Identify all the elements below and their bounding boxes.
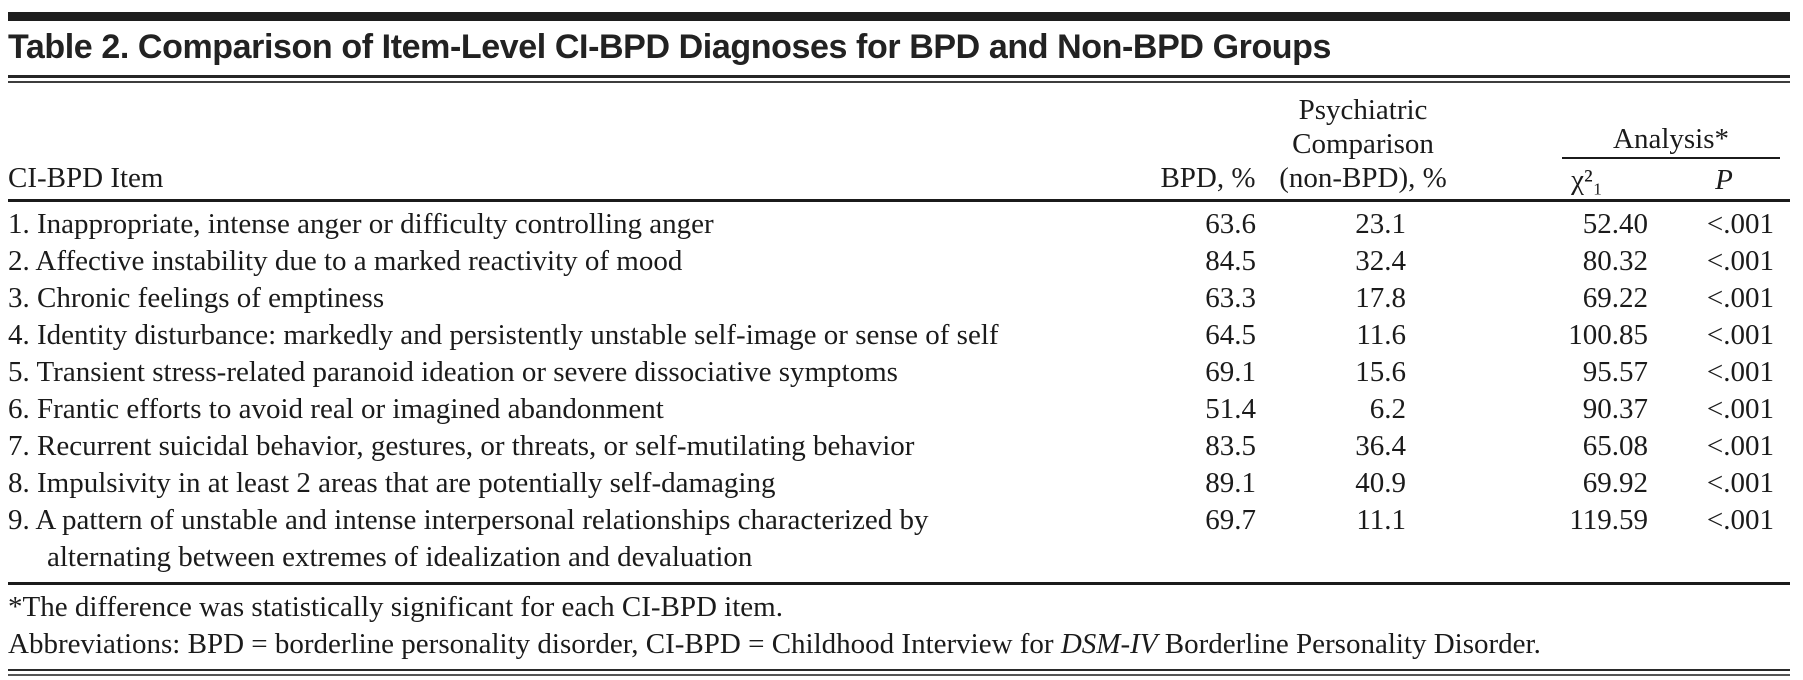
col-header-analysis-group: Analysis* χ²₁ P — [1458, 93, 1790, 202]
table-row: 9. A pattern of unstable and intense int… — [8, 502, 1790, 576]
p-value: <.001 — [1706, 467, 1774, 499]
table-row: 6. Frantic efforts to avoid real or imag… — [8, 391, 1790, 428]
chi-square-value: 95.57 — [1582, 356, 1648, 388]
non-bpd-pct-value: 11.1 — [1356, 504, 1406, 536]
bpd-pct-value: 89.1 — [1205, 467, 1256, 499]
table-row: 7. Recurrent suicidal behavior, gestures… — [8, 428, 1790, 465]
bpd-pct-value: 84.5 — [1205, 245, 1256, 277]
non-bpd-pct-value: 6.2 — [1369, 393, 1406, 425]
bpd-pct-value: 69.1 — [1205, 356, 1256, 388]
non-bpd-pct-value: 11.6 — [1356, 319, 1406, 351]
chi-square-value: 69.22 — [1582, 282, 1648, 314]
col-header-comparison-line1: Psychiatric — [1298, 94, 1428, 126]
ci-bpd-comparison-table: CI-BPD Item BPD, % Psychiatric Compariso… — [8, 93, 1790, 576]
p-value: <.001 — [1706, 430, 1774, 462]
p-value: <.001 — [1706, 356, 1774, 388]
table-row: 4. Identity disturbance: markedly and pe… — [8, 317, 1790, 354]
table-row: 5. Transient stress-related paranoid ide… — [8, 354, 1790, 391]
item-cell: 9. A pattern of unstable and intense int… — [8, 504, 929, 573]
header-row: CI-BPD Item BPD, % Psychiatric Compariso… — [8, 93, 1790, 202]
item-cell: 8. Impulsivity in at least 2 areas that … — [8, 467, 776, 499]
col-header-psychiatric-comparison: Psychiatric Comparison (non-BPD), % — [1268, 93, 1458, 202]
p-value: <.001 — [1706, 319, 1774, 351]
p-value: <.001 — [1706, 245, 1774, 277]
table-title: Table 2. Comparison of Item-Level CI-BPD… — [8, 28, 1332, 66]
chi-square-value: 80.32 — [1582, 245, 1648, 277]
footnote-significance: *The difference was statistically signif… — [8, 591, 783, 623]
table-row: 2. Affective instability due to a marked… — [8, 243, 1790, 280]
chi-square-value: 65.08 — [1582, 430, 1648, 462]
item-cell: 7. Recurrent suicidal behavior, gestures… — [8, 430, 915, 462]
title-underline-rule — [8, 75, 1790, 83]
non-bpd-pct-value: 36.4 — [1355, 430, 1406, 462]
chi-square-value: 100.85 — [1568, 319, 1648, 351]
p-value: <.001 — [1706, 208, 1774, 240]
table-row: 1. Inappropriate, intense anger or diffi… — [8, 201, 1790, 244]
item-cell: 2. Affective instability due to a marked… — [8, 245, 683, 277]
bpd-pct-value: 83.5 — [1205, 430, 1256, 462]
footnote-abbreviations: Abbreviations: BPD = borderline personal… — [8, 626, 1790, 663]
chi-square-value: 69.92 — [1582, 467, 1648, 499]
bpd-pct-value: 64.5 — [1205, 319, 1256, 351]
analysis-spanner-label: Analysis* — [1562, 122, 1780, 159]
p-value: <.001 — [1706, 282, 1774, 314]
non-bpd-pct-value: 15.6 — [1355, 356, 1406, 388]
col-header-item: CI-BPD Item — [8, 93, 1148, 202]
non-bpd-pct-value: 32.4 — [1355, 245, 1406, 277]
p-value: <.001 — [1706, 504, 1774, 536]
col-header-chi-square: χ²₁ — [1571, 164, 1603, 196]
col-header-comparison-line3: (non-BPD), % — [1279, 162, 1447, 194]
non-bpd-pct-value: 17.8 — [1355, 282, 1406, 314]
bpd-pct-value: 51.4 — [1205, 393, 1256, 425]
bpd-pct-value: 69.7 — [1205, 504, 1256, 536]
chi-square-value: 119.59 — [1569, 504, 1648, 536]
table-row: 8. Impulsivity in at least 2 areas that … — [8, 465, 1790, 502]
footnote-abbreviations-text: Abbreviations: BPD = borderline personal… — [8, 628, 1061, 660]
col-header-p-value: P — [1715, 164, 1733, 196]
non-bpd-pct-value: 23.1 — [1355, 208, 1406, 240]
item-cell: 5. Transient stress-related paranoid ide… — [8, 356, 898, 388]
col-header-comparison-line2: Comparison — [1292, 128, 1434, 160]
bottom-rule — [8, 669, 1790, 676]
item-cell: 4. Identity disturbance: markedly and pe… — [8, 319, 999, 351]
footnote-abbreviations-suffix: Borderline Personality Disorder. — [1157, 628, 1541, 660]
footnote-abbreviations-dsm: DSM-IV — [1060, 628, 1158, 660]
bpd-pct-value: 63.3 — [1205, 282, 1256, 314]
item-cell: 6. Frantic efforts to avoid real or imag… — [8, 393, 664, 425]
p-value: <.001 — [1706, 393, 1774, 425]
chi-square-value: 90.37 — [1582, 393, 1648, 425]
body-footnote-rule — [8, 582, 1790, 585]
item-cell: 1. Inappropriate, intense anger or diffi… — [8, 208, 714, 240]
analysis-subheaders: χ²₁ P — [1458, 159, 1790, 197]
chi-square-value: 52.40 — [1582, 208, 1648, 240]
bpd-pct-value: 63.6 — [1205, 208, 1256, 240]
col-header-bpd-pct: BPD, % — [1148, 93, 1268, 202]
non-bpd-pct-value: 40.9 — [1355, 467, 1406, 499]
top-rule — [8, 12, 1790, 21]
item-cell: 3. Chronic feelings of emptiness — [8, 282, 385, 314]
table-row: 3. Chronic feelings of emptiness 63.3 17… — [8, 280, 1790, 317]
footnotes: *The difference was statistically signif… — [8, 585, 1790, 663]
